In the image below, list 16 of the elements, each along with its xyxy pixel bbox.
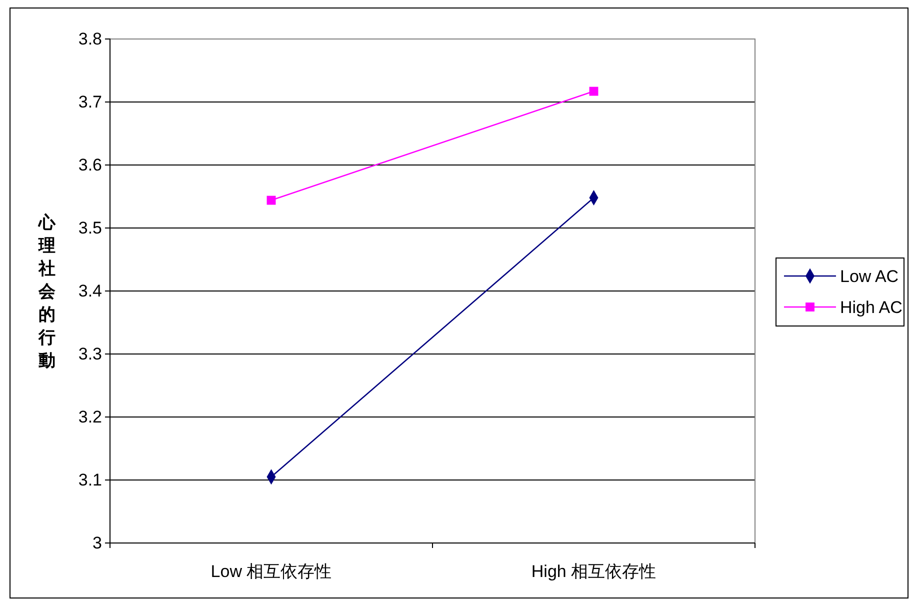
y-tick-label: 3.3 (78, 344, 102, 364)
x-tick-label: High 相互依存性 (531, 562, 656, 582)
point (589, 86, 598, 96)
y-tick-label: 3.5 (78, 218, 102, 238)
y-tick-label: 3.4 (78, 281, 102, 300)
y-tick-label: 3.2 (78, 407, 102, 426)
y-tick-label: 3.7 (78, 92, 102, 112)
y-tick-label: 3.6 (78, 155, 102, 174)
y-tick-label: 3 (92, 533, 102, 552)
legend-label: High AC (840, 298, 902, 317)
y-tick-label: 3.1 (78, 470, 102, 490)
legend-label: Low AC (840, 267, 899, 286)
y-tick-label: 3.8 (78, 29, 102, 48)
y-axis-title: 心理社会的行動 (38, 213, 56, 370)
x-tick-label: Low 相互依存性 (210, 562, 332, 582)
point (266, 196, 276, 205)
